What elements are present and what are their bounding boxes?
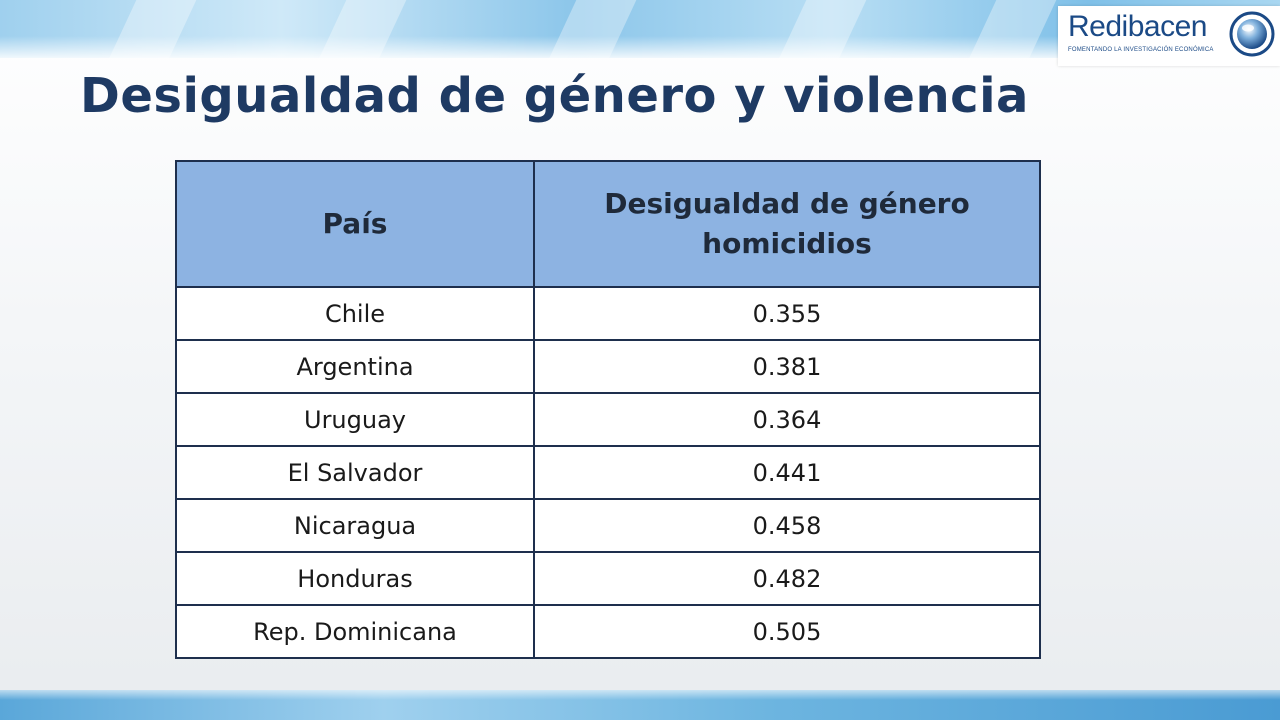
table-row: Chile 0.355 xyxy=(175,286,1041,341)
logo-wordmark: Redibacen xyxy=(1068,10,1207,43)
logo-tagline: FOMENTANDO LA INVESTIGACIÓN ECONÓMICA xyxy=(1068,47,1214,53)
value-cell: 0.441 xyxy=(533,445,1041,500)
country-cell: Argentina xyxy=(175,339,535,394)
country-cell: El Salvador xyxy=(175,445,535,500)
country-cell: Nicaragua xyxy=(175,498,535,553)
table-row: Nicaragua 0.458 xyxy=(175,498,1041,553)
value-cell: 0.364 xyxy=(533,392,1041,447)
value-cell: 0.355 xyxy=(533,286,1041,341)
value-cell: 0.458 xyxy=(533,498,1041,553)
table-row: Argentina 0.381 xyxy=(175,339,1041,394)
country-cell: Uruguay xyxy=(175,392,535,447)
value-cell: 0.482 xyxy=(533,551,1041,606)
globe-icon xyxy=(1229,11,1275,57)
country-cell: Honduras xyxy=(175,551,535,606)
table-row: Uruguay 0.364 xyxy=(175,392,1041,447)
table-header-row: País Desigualdad de género homicidios xyxy=(175,160,1041,288)
header-desigualdad: Desigualdad de género homicidios xyxy=(533,160,1041,288)
header-pais: País xyxy=(175,160,535,288)
table-row: El Salvador 0.441 xyxy=(175,445,1041,500)
value-cell: 0.505 xyxy=(533,604,1041,659)
table-row: Honduras 0.482 xyxy=(175,551,1041,606)
bottom-decorative-band xyxy=(0,690,1280,720)
country-cell: Rep. Dominicana xyxy=(175,604,535,659)
value-cell: 0.381 xyxy=(533,339,1041,394)
gender-inequality-table: País Desigualdad de género homicidios Ch… xyxy=(175,160,1041,659)
table-row: Rep. Dominicana 0.505 xyxy=(175,604,1041,659)
country-cell: Chile xyxy=(175,286,535,341)
slide-title: Desigualdad de género y violencia xyxy=(80,68,1029,124)
redibacen-logo: Redibacen FOMENTANDO LA INVESTIGACIÓN EC… xyxy=(1058,6,1280,66)
